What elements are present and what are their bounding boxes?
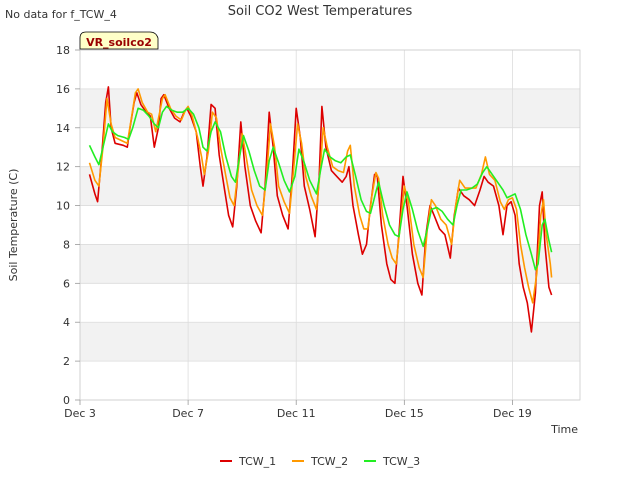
axes <box>79 49 581 401</box>
grid-band <box>80 166 580 206</box>
badge-label: VR_soilco2 <box>86 36 152 49</box>
x-tick-label: Dec 19 <box>493 407 532 420</box>
legend-label-tcw_3: TCW_3 <box>382 455 420 468</box>
corner-note: No data for f_TCW_4 <box>5 8 117 21</box>
y-tick-label: 2 <box>63 355 70 368</box>
y-tick-label: 6 <box>63 277 70 290</box>
plot-border <box>79 49 581 401</box>
grid-band <box>80 322 580 362</box>
grid-band <box>80 244 580 284</box>
x-axis-label: Time <box>550 423 578 436</box>
x-tick-label: Dec 7 <box>172 407 204 420</box>
series-lines <box>88 86 553 333</box>
legend: TCW_1 TCW_2 TCW_3 <box>220 455 420 468</box>
badge-box <box>79 31 159 50</box>
plot-bands <box>80 50 580 400</box>
series-line-tcw_3 <box>88 105 553 271</box>
y-tick-label: 0 <box>63 394 70 407</box>
ticks: 0 2 4 6 8 10 12 14 16 18 Dec 3 Dec 7 Dec 11 Dec 15 Dec… <box>56 44 532 420</box>
y-tick-label: 12 <box>56 161 70 174</box>
legend-label-tcw_1: TCW_1 <box>238 455 276 468</box>
y-tick-label: 16 <box>56 83 70 96</box>
y-tick-label: 18 <box>56 44 70 57</box>
x-tick-label: Dec 11 <box>277 407 316 420</box>
y-tick-label: 10 <box>56 200 70 213</box>
chart-title: Soil CO2 West Temperatures <box>228 4 413 19</box>
x-tick-label: Dec 3 <box>64 407 96 420</box>
legend-label-tcw_2: TCW_2 <box>310 455 348 468</box>
grid-band <box>80 88 580 128</box>
y-tick-label: 4 <box>63 316 70 329</box>
y-tick-label: 14 <box>56 122 70 135</box>
x-tick-label: Dec 15 <box>385 407 424 420</box>
series-line-tcw_2 <box>88 88 553 304</box>
y-axis-label: Soil Temperature (C) <box>7 169 20 282</box>
y-tick-label: 8 <box>63 238 70 251</box>
badge: VR_soilco2 <box>79 31 159 50</box>
